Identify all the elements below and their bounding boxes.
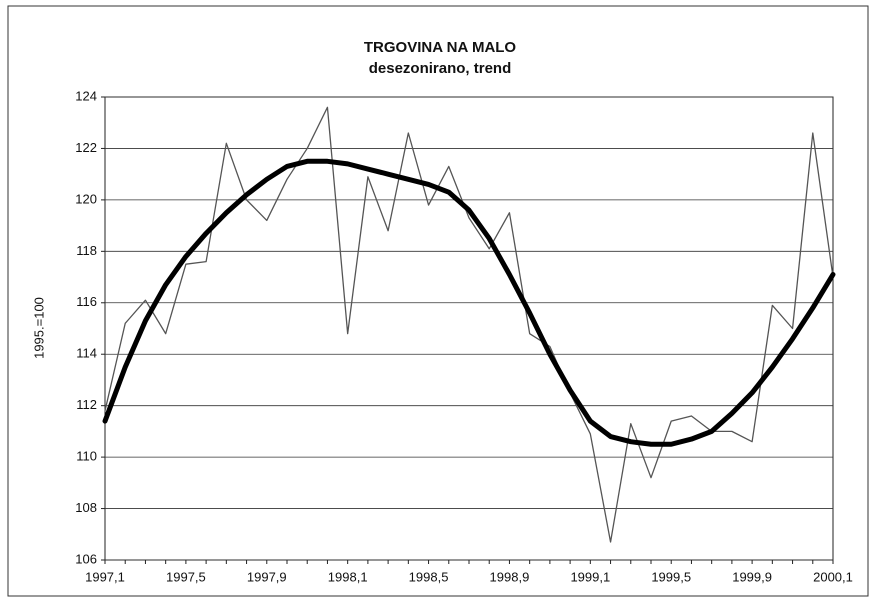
chart-title: TRGOVINA NA MALO bbox=[364, 39, 517, 56]
x-tick-label: 1997,5 bbox=[166, 569, 206, 584]
data-line bbox=[102, 158, 836, 447]
x-tick-label: 1998,5 bbox=[409, 569, 449, 584]
x-tick-label: 1998,1 bbox=[328, 569, 368, 584]
x-tick-label: 1999,1 bbox=[570, 569, 610, 584]
plot-area bbox=[104, 96, 834, 561]
x-tick-label: 1999,9 bbox=[732, 569, 772, 584]
x-tick-label: 1997,1 bbox=[85, 569, 125, 584]
y-tick-label: 118 bbox=[76, 243, 97, 258]
y-tick-label: 110 bbox=[76, 449, 97, 464]
y-tick-label: 122 bbox=[75, 140, 97, 155]
y-tick-label: 114 bbox=[76, 346, 97, 361]
y-tick-label: 112 bbox=[76, 397, 97, 412]
y-tick-label: 120 bbox=[75, 191, 97, 206]
y-tick-label: 106 bbox=[75, 551, 97, 566]
x-tick-label: 1997,9 bbox=[247, 569, 287, 584]
y-tick-label: 116 bbox=[76, 294, 97, 309]
y-axis-label: 1995.=100 bbox=[31, 297, 46, 359]
y-tick-label: 124 bbox=[75, 88, 97, 103]
y-tick-label: 108 bbox=[75, 500, 97, 515]
x-tick-label: 1999,5 bbox=[651, 569, 691, 584]
chart-subtitle: desezonirano, trend bbox=[369, 60, 512, 77]
x-tick-label: 1998,9 bbox=[490, 569, 530, 584]
x-tick-label: 2000,1 bbox=[813, 569, 853, 584]
